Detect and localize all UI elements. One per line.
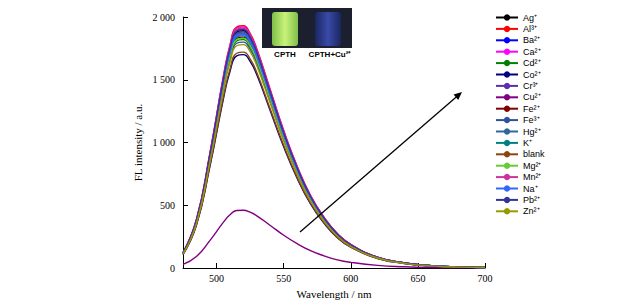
svg-text:500: 500 [209, 273, 224, 284]
svg-text:1 000: 1 000 [153, 137, 176, 148]
svg-text:Cu²⁺: Cu²⁺ [523, 92, 541, 102]
svg-text:Co²⁺: Co²⁺ [523, 70, 541, 80]
svg-text:700: 700 [478, 273, 493, 284]
svg-text:blank: blank [523, 149, 545, 159]
svg-text:Ba²⁺: Ba²⁺ [523, 35, 540, 45]
svg-text:Na⁺: Na⁺ [523, 184, 538, 194]
svg-text:K⁺: K⁺ [523, 138, 532, 148]
svg-text:FL intensity / a.u.: FL intensity / a.u. [132, 104, 144, 182]
svg-text:2 000: 2 000 [153, 12, 176, 23]
svg-text:550: 550 [276, 273, 291, 284]
svg-text:Al³⁺: Al³⁺ [523, 24, 537, 34]
svg-text:Fe³⁺: Fe³⁺ [523, 115, 540, 125]
svg-text:Ag⁺: Ag⁺ [523, 13, 537, 23]
svg-text:Ca²⁺: Ca²⁺ [523, 47, 541, 57]
svg-text:0: 0 [170, 263, 175, 274]
svg-text:Mg²⁺: Mg²⁺ [523, 161, 542, 171]
svg-text:Zn²⁺: Zn²⁺ [523, 206, 540, 216]
svg-text:500: 500 [160, 200, 175, 211]
svg-text:600: 600 [343, 273, 358, 284]
svg-text:Mn²⁺: Mn²⁺ [523, 172, 542, 182]
svg-text:Cr³⁺: Cr³⁺ [523, 81, 539, 91]
svg-text:CPTH: CPTH [274, 50, 296, 59]
svg-text:Cd²⁺: Cd²⁺ [523, 58, 541, 68]
svg-text:1 500: 1 500 [153, 74, 176, 85]
svg-text:Hg²⁺: Hg²⁺ [523, 127, 541, 137]
svg-text:Fe²⁺: Fe²⁺ [523, 104, 540, 114]
svg-text:Pb²⁺: Pb²⁺ [523, 195, 540, 205]
svg-text:Wavelength / nm: Wavelength / nm [297, 288, 372, 300]
svg-text:CPTH+Cu²⁺: CPTH+Cu²⁺ [309, 50, 352, 59]
svg-text:650: 650 [410, 273, 425, 284]
